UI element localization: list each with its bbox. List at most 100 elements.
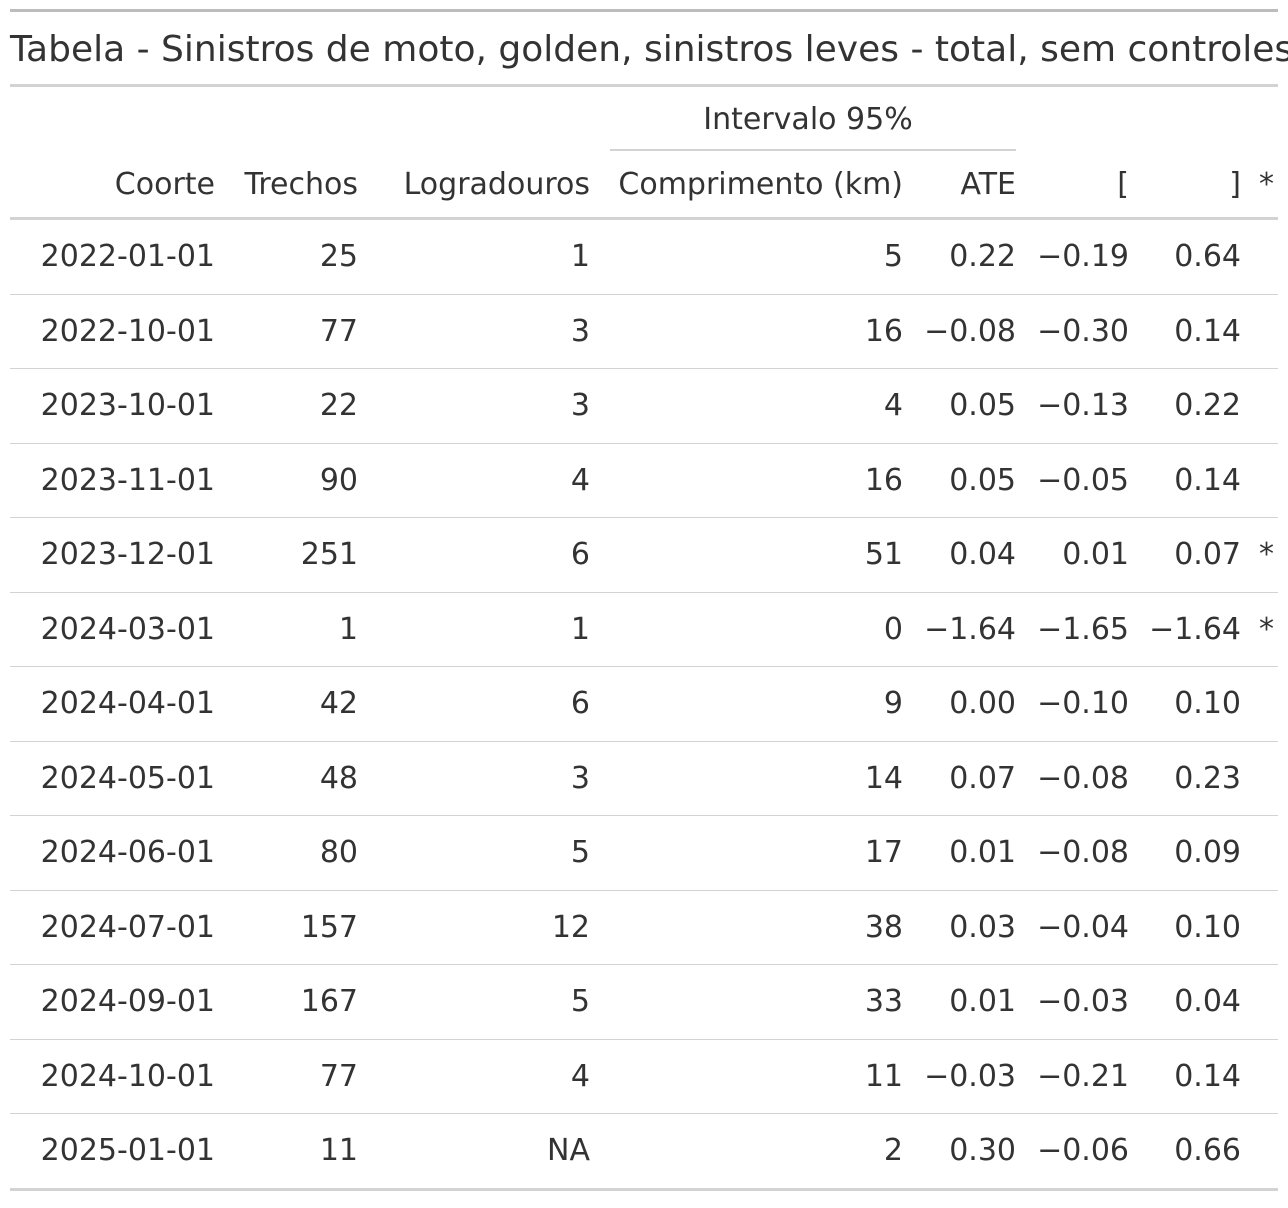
cell-trechos: 11 (215, 1113, 358, 1191)
cell-upper: 0.10 (1129, 666, 1241, 741)
cell-comprimento: 4 (590, 368, 903, 443)
cell-upper: 0.04 (1129, 964, 1241, 1039)
cell-coorte: 2023-10-01 (10, 368, 215, 443)
cell-sig (1241, 293, 1278, 369)
header-upper: ] (1129, 151, 1241, 220)
cell-upper: 0.14 (1129, 293, 1241, 369)
table-row: 2024-05-01 48 3 14 0.07 −0.08 0.23 (10, 740, 1278, 816)
cell-comprimento: 0 (590, 591, 903, 667)
header-logradouros: Logradouros (358, 151, 590, 220)
cell-ate: −1.64 (903, 591, 1016, 667)
table-row: 2024-10-01 77 4 11 −0.03 −0.21 0.14 (10, 1038, 1278, 1114)
cell-upper: 0.09 (1129, 815, 1241, 890)
cell-comprimento: 2 (590, 1113, 903, 1191)
cell-lower: −0.04 (1016, 889, 1129, 965)
cell-sig (1241, 219, 1278, 295)
cell-trechos: 25 (319, 239, 358, 275)
cell-coorte: 2023-11-01 (10, 442, 215, 518)
cell-logradouros: 6 (358, 666, 590, 741)
cell-trechos: 157 (215, 889, 358, 965)
cell-trechos: 42 (215, 666, 358, 741)
cell-lower: −1.65 (1016, 591, 1129, 667)
cell-upper: 0.64 (1174, 239, 1241, 275)
cell-ate: 0.22 (949, 239, 1016, 275)
cell-logradouros: 12 (358, 889, 590, 965)
results-table-container: Tabela - Sinistros de moto, golden, sini… (10, 9, 1288, 1191)
table-row: 2022-10-01 77 3 16 −0.08 −0.30 0.14 (10, 293, 1278, 369)
spanner-rule (610, 149, 1016, 151)
cell-coorte: 2024-04-01 (10, 666, 215, 741)
cell-coorte: 2022-01-01 (40, 239, 215, 275)
header-sig: * (1241, 151, 1278, 220)
cell-sig (1241, 442, 1278, 518)
cell-lower: −0.05 (1016, 442, 1129, 518)
cell-sig (1241, 889, 1278, 965)
top-rule (10, 9, 1278, 12)
header-trechos: Trechos (215, 151, 358, 220)
cell-comprimento: 17 (590, 815, 903, 890)
table-row: 2023-12-01 251 6 51 0.04 0.01 0.07 * (10, 517, 1278, 592)
cell-trechos: 1 (215, 591, 358, 667)
cell-comprimento: 14 (590, 740, 903, 816)
cell-logradouros: 3 (358, 368, 590, 443)
table-row: 2024-03-01 1 1 0 −1.64 −1.65 −1.64 * (10, 591, 1278, 667)
cell-lower: −0.03 (1016, 964, 1129, 1039)
cell-ate: 0.00 (903, 666, 1016, 741)
cell-lower: −0.19 (1037, 239, 1129, 275)
cell-lower: −0.08 (1016, 740, 1129, 816)
spanner-label: Intervalo 95% (703, 102, 913, 137)
table-row: 2022-01-01 25 1 5 0.22 −0.19 0.64 (10, 219, 1278, 295)
table-row: 2023-10-01 22 3 4 0.05 −0.13 0.22 (10, 368, 1278, 443)
cell-upper: 0.23 (1129, 740, 1241, 816)
cell-sig (1241, 964, 1278, 1039)
cell-sig (1241, 815, 1278, 890)
cell-lower: 0.01 (1016, 517, 1129, 592)
cell-logradouros: NA (358, 1113, 590, 1191)
cell-ate: 0.05 (903, 368, 1016, 443)
cell-ate: 0.30 (903, 1113, 1016, 1191)
cell-logradouros: 1 (358, 591, 590, 667)
cell-comprimento: 33 (590, 964, 903, 1039)
cell-upper: 0.14 (1129, 1038, 1241, 1114)
cell-trechos: 22 (215, 368, 358, 443)
cell-trechos: 77 (215, 293, 358, 369)
header-comprimento: Comprimento (km) (590, 151, 903, 220)
cell-lower: −0.08 (1016, 815, 1129, 890)
cell-lower: −0.06 (1016, 1113, 1129, 1191)
cell-logradouros: 5 (358, 964, 590, 1039)
cell-trechos: 80 (215, 815, 358, 890)
cell-comprimento: 9 (590, 666, 903, 741)
cell-coorte: 2023-12-01 (10, 517, 215, 592)
cell-ate: −0.08 (903, 293, 1016, 369)
spanner-row: Intervalo 95% (10, 87, 1278, 151)
cell-ate: 0.07 (903, 740, 1016, 816)
cell-ate: −0.03 (903, 1038, 1016, 1114)
cell-ate: 0.05 (903, 442, 1016, 518)
header-lower: [ (1016, 151, 1129, 220)
cell-logradouros: 6 (358, 517, 590, 592)
cell-sig (1241, 1113, 1278, 1191)
cell-comprimento: 38 (590, 889, 903, 965)
cell-coorte: 2025-01-01 (10, 1113, 215, 1191)
cell-lower: −0.10 (1016, 666, 1129, 741)
cell-lower: −0.13 (1016, 368, 1129, 443)
cell-upper: 0.22 (1129, 368, 1241, 443)
cell-upper: −1.64 (1129, 591, 1241, 667)
cell-coorte: 2024-09-01 (10, 964, 215, 1039)
cell-trechos: 251 (215, 517, 358, 592)
cell-upper: 0.10 (1129, 889, 1241, 965)
cell-comprimento: 51 (590, 517, 903, 592)
cell-upper: 0.07 (1129, 517, 1241, 592)
cell-ate: 0.01 (903, 815, 1016, 890)
cell-sig (1241, 1038, 1278, 1114)
cell-comprimento: 16 (590, 293, 903, 369)
results-table: Intervalo 95% Coorte Trechos Logradouros… (10, 87, 1278, 1191)
cell-sig (1241, 666, 1278, 741)
cell-trechos: 77 (215, 1038, 358, 1114)
cell-comprimento: 5 (883, 239, 903, 275)
table-title: Tabela - Sinistros de moto, golden, sini… (10, 29, 1288, 70)
cell-sig (1241, 740, 1278, 816)
title-rule (10, 84, 1278, 87)
cell-lower: −0.30 (1016, 293, 1129, 369)
cell-sig (1241, 368, 1278, 443)
